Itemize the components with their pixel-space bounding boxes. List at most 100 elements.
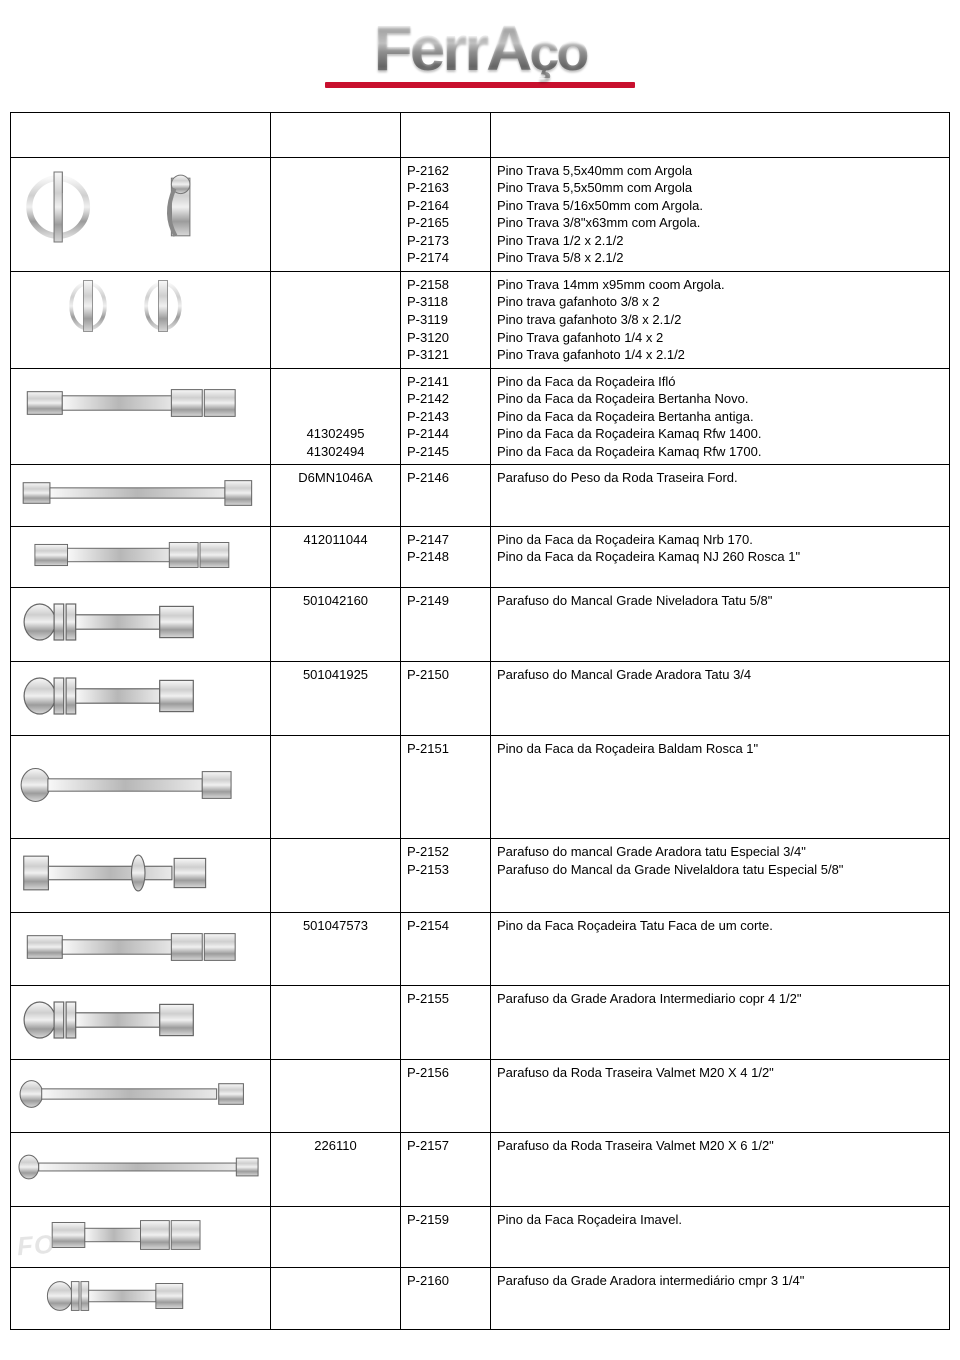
col-oem	[271, 112, 401, 157]
product-description: Parafuso da Roda Traseira Valmet M20 X 6…	[497, 1137, 943, 1155]
product-image-cell: FO	[11, 1206, 271, 1268]
col-image	[11, 112, 271, 157]
product-code: P-2165	[407, 214, 484, 232]
product-description: Pino da Faca da Roçadeira Ifló	[497, 373, 943, 391]
product-image-cell	[11, 661, 271, 735]
logo-text-2: A	[486, 12, 529, 84]
product-image-bolt-long	[17, 469, 264, 517]
table-row: P-2156Parafuso da Roda Traseira Valmet M…	[11, 1059, 950, 1133]
product-description: Pino da Faca da Roçadeira Kamaq Nrb 170.	[497, 531, 943, 549]
oem-code-cell	[271, 157, 401, 271]
description-cell: Parafuso da Grade Aradora intermediário …	[491, 1268, 950, 1330]
product-description: Parafuso da Roda Traseira Valmet M20 X 4…	[497, 1064, 943, 1082]
product-code: P-2153	[407, 861, 484, 879]
product-description: Pino da Faca Roçadeira Tatu Faca de um c…	[497, 917, 943, 935]
oem-code-cell	[271, 735, 401, 839]
description-cell: Parafuso da Roda Traseira Valmet M20 X 6…	[491, 1133, 950, 1207]
col-description	[491, 112, 950, 157]
oem-code-cell	[271, 1059, 401, 1133]
description-cell: Pino da Faca Roçadeira Imavel.	[491, 1206, 950, 1268]
oem-code-cell: 4130249541302494	[271, 368, 401, 465]
product-description: Pino da Faca da Roçadeira Kamaq Rfw 1400…	[497, 425, 943, 443]
product-description: Parafuso do Mancal Grade Niveladora Tatu…	[497, 592, 943, 610]
product-code: P-2164	[407, 197, 484, 215]
description-cell: Pino da Faca da Roçadeira Ifló Pino da Fa…	[491, 368, 950, 465]
oem-code: D6MN1046A	[277, 469, 394, 487]
product-description: Pino trava gafanhoto 3/8 x 2	[497, 293, 943, 311]
product-description: Pino da Faca da Roçadeira Kamaq Rfw 1700…	[497, 443, 943, 461]
table-row: 412011044P-2147P-2148 Pino da Faca da Roç…	[11, 526, 950, 588]
oem-code-cell: 501047573	[271, 912, 401, 986]
product-description: Parafuso do Mancal da Grade Nivelaldora …	[497, 861, 943, 879]
product-description: Parafuso da Grade Aradora intermediário …	[497, 1272, 943, 1290]
oem-code	[277, 276, 394, 294]
product-description: Parafuso da Grade Aradora Intermediario …	[497, 990, 943, 1008]
table-row: 4130249541302494P-2141P-2142P-2143P-2144…	[11, 368, 950, 465]
product-image-cell	[11, 912, 271, 986]
table-row: 501041925 P-2150 Parafuso do Mancal Grade …	[11, 661, 950, 735]
table-header-row	[11, 112, 950, 157]
product-description: Pino Trava 1/2 x 2.1/2	[497, 232, 943, 250]
product-code: P-2144	[407, 425, 484, 443]
product-image-cell	[11, 839, 271, 913]
product-image-cell	[11, 588, 271, 662]
table-row: P-2152P-2153 Parafuso do mancal Grade Ara…	[11, 839, 950, 913]
product-description: Pino Trava 5/8 x 2.1/2	[497, 249, 943, 267]
oem-code: 501047573	[277, 917, 394, 935]
oem-code	[277, 1211, 394, 1229]
oem-code	[277, 990, 394, 1008]
description-cell: Parafuso do mancal Grade Aradora tatu Es…	[491, 839, 950, 913]
oem-code-cell: 412011044	[271, 526, 401, 588]
product-code-cell: P-2150	[401, 661, 491, 735]
product-image-cell	[11, 368, 271, 465]
product-description: Pino da Faca da Roçadeira Bertanha antig…	[497, 408, 943, 426]
product-code-cell: P-2147P-2148	[401, 526, 491, 588]
product-code-cell: P-2152P-2153	[401, 839, 491, 913]
logo-text-1: Ferr	[374, 12, 487, 84]
product-code-cell: P-2162P-2163P-2164P-2165P-2173P-2174	[401, 157, 491, 271]
description-cell: Pino da Faca da Roçadeira Baldam Rosca 1…	[491, 735, 950, 839]
product-code: P-2141	[407, 373, 484, 391]
product-code-cell: P-2159	[401, 1206, 491, 1268]
description-cell: Parafuso do Mancal Grade Aradora Tatu 3/…	[491, 661, 950, 735]
product-code: P-2158	[407, 276, 484, 294]
oem-code: 501041925	[277, 666, 394, 684]
product-image-cell	[11, 986, 271, 1060]
table-row: P-2162P-2163P-2164P-2165P-2173P-2174Pino…	[11, 157, 950, 271]
product-image-bolt-heavy	[17, 531, 264, 579]
product-code: P-3121	[407, 346, 484, 364]
product-code: P-2152	[407, 843, 484, 861]
oem-code-cell	[271, 271, 401, 368]
product-image-bolt-carriage	[17, 740, 264, 830]
product-code-cell: P-2154	[401, 912, 491, 986]
logo-text-3: ço	[529, 22, 586, 82]
product-description: Parafuso do Mancal Grade Aradora Tatu 3/…	[497, 666, 943, 684]
product-image-cell	[11, 1059, 271, 1133]
product-image-cell	[11, 465, 271, 527]
table-row: P-2151 Pino da Faca da Roçadeira Baldam R…	[11, 735, 950, 839]
oem-code-cell	[271, 839, 401, 913]
product-description: Pino trava gafanhoto 3/8 x 2.1/2	[497, 311, 943, 329]
product-image-bolt-heavy	[17, 917, 264, 977]
oem-code-cell	[271, 1268, 401, 1330]
product-code: P-2174	[407, 249, 484, 267]
product-code: P-2151	[407, 740, 484, 758]
product-description: Pino Trava 5,5x50mm com Argola	[497, 179, 943, 197]
product-code: P-2173	[407, 232, 484, 250]
oem-code-cell: 226110	[271, 1133, 401, 1207]
product-description: Parafuso do mancal Grade Aradora tatu Es…	[497, 843, 943, 861]
product-image-bolt-heavy-short	[17, 1211, 264, 1259]
product-image-bolt-square-head	[17, 843, 264, 903]
product-code: P-2146	[407, 469, 484, 487]
description-cell: Pino Trava 5,5x40mm com ArgolaPino Trava…	[491, 157, 950, 271]
oem-code-cell: 501042160	[271, 588, 401, 662]
product-image-bolt-washers	[17, 1272, 264, 1320]
oem-code-cell: D6MN1046A	[271, 465, 401, 527]
product-description: Pino Trava 5,5x40mm com Argola	[497, 162, 943, 180]
product-image-bolt-washers	[17, 990, 264, 1050]
table-row: FO P-2159Pino da Faca Roçadeira Imavel.	[11, 1206, 950, 1268]
product-image-cell	[11, 526, 271, 588]
product-catalog-table: P-2162P-2163P-2164P-2165P-2173P-2174Pino…	[10, 112, 950, 1330]
product-code: P-3120	[407, 329, 484, 347]
product-code: P-2148	[407, 548, 484, 566]
